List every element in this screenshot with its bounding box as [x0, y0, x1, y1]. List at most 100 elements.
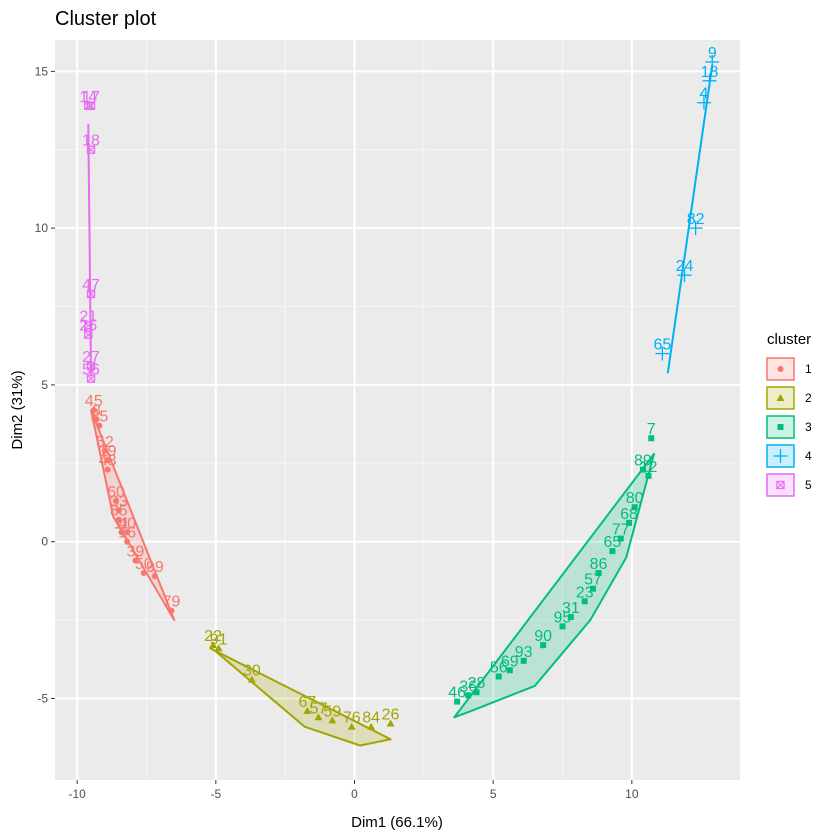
legend-label: 3: [805, 420, 812, 434]
cluster-3-point: [506, 667, 513, 674]
cluster-3-point: [617, 535, 624, 542]
legend-label: 2: [805, 391, 812, 405]
y-tick-label: 0: [41, 535, 48, 549]
point-label: 14: [79, 89, 97, 106]
cluster-2-point: [303, 707, 312, 715]
cluster-1-point: [101, 447, 108, 454]
cluster-3-point: [559, 623, 566, 630]
cluster-points: [84, 54, 720, 730]
cluster-3-point: [645, 472, 652, 479]
point-label: 22: [204, 628, 222, 645]
point-label: 26: [382, 707, 400, 724]
point-label: 48: [99, 453, 117, 470]
x-tick-label: -10: [69, 787, 87, 801]
cluster-2-point: [214, 644, 223, 652]
cluster-1-point: [115, 507, 122, 514]
grid-major: [55, 40, 740, 780]
legend-marker: [776, 480, 785, 490]
point-label: 77: [612, 522, 630, 539]
point-label: 95: [554, 609, 572, 626]
cluster-2-point: [347, 722, 356, 730]
y-tick-label: 10: [35, 221, 49, 235]
cluster-4-point: [688, 221, 703, 236]
cluster-4-point: [702, 73, 717, 88]
cluster-1-point: [115, 516, 122, 523]
point-label: 9: [708, 45, 717, 62]
cluster-4-point: [655, 346, 670, 361]
point-label: 18: [82, 133, 100, 150]
point-label: 28: [468, 675, 486, 692]
point-label: 91: [210, 631, 228, 648]
cluster-3-point: [609, 548, 616, 555]
cluster-1-point: [104, 466, 111, 473]
cluster-4-point: [696, 95, 711, 110]
point-label: 69: [501, 653, 519, 670]
cluster-1-hull: [90, 409, 176, 622]
point-label: 21: [79, 308, 97, 325]
cluster-1-point: [96, 422, 103, 429]
legend-marker: [776, 394, 785, 401]
point-label: 39: [127, 544, 145, 561]
legend-label: 4: [805, 449, 812, 463]
y-tick-label: -5: [37, 691, 48, 705]
point-label: 56: [82, 362, 100, 379]
point-label: 59: [323, 703, 341, 720]
cluster-4-hull: [666, 64, 714, 374]
x-tick-label: -5: [211, 787, 222, 801]
cluster-5-point: [84, 330, 93, 339]
legend-item-4: 4: [766, 444, 812, 468]
point-label: 67: [298, 694, 316, 711]
point-label: 57: [310, 700, 328, 717]
plot-panel: [55, 40, 740, 780]
x-tick-label: 5: [490, 787, 497, 801]
legend-title: cluster: [767, 331, 811, 348]
point-label: 7: [647, 421, 656, 438]
x-tick-label: 10: [625, 787, 639, 801]
point-label: 86: [590, 556, 608, 573]
cluster-1-point: [124, 529, 131, 536]
point-label: 76: [343, 710, 361, 727]
cluster-1-point: [104, 457, 111, 464]
point-label: 4: [699, 86, 708, 103]
point-label: 33: [110, 493, 128, 510]
cluster-3-point: [626, 519, 633, 526]
y-axis: -5 0 5 10 15: [35, 64, 55, 705]
cluster-1-point: [113, 497, 120, 504]
cluster-5-point: [86, 361, 96, 371]
cluster-3-point: [520, 657, 527, 664]
point-label: 65: [653, 337, 671, 354]
x-axis-title: Dim1 (66.1%): [351, 814, 443, 831]
point-label: 23: [576, 584, 594, 601]
point-label: 79: [163, 594, 181, 611]
cluster-1-point: [132, 557, 139, 564]
point-label: 31: [562, 600, 580, 617]
point-label: 80: [626, 490, 644, 507]
point-label: 68: [620, 506, 638, 523]
point-label: 56: [490, 660, 508, 677]
cluster-3-point: [495, 673, 502, 680]
y-tick-label: 5: [41, 378, 48, 392]
cluster-1-point: [140, 570, 147, 577]
point-label: 40: [118, 515, 136, 532]
cluster-3-point: [648, 435, 655, 442]
point-label: 90: [534, 628, 552, 645]
point-label: 30: [243, 663, 261, 680]
point-label: 17: [82, 89, 100, 106]
point-label: 46: [448, 685, 466, 702]
point-label: 93: [515, 644, 533, 661]
cluster-5-point: [86, 374, 96, 383]
cluster-2-point: [328, 716, 337, 724]
point-label: 99: [146, 559, 164, 576]
point-label: 18: [701, 64, 719, 81]
cluster-3-hull: [453, 452, 656, 719]
cluster-5-point: [84, 321, 93, 330]
cluster-1-point: [93, 416, 100, 423]
cluster-3-point: [465, 692, 472, 699]
point-label: 84: [362, 710, 380, 727]
cluster-5-point: [84, 101, 93, 110]
cluster-3-point: [631, 504, 638, 511]
chart-title: Cluster plot: [55, 8, 157, 30]
x-tick-label: 0: [351, 787, 358, 801]
cluster-3-point: [567, 613, 574, 620]
